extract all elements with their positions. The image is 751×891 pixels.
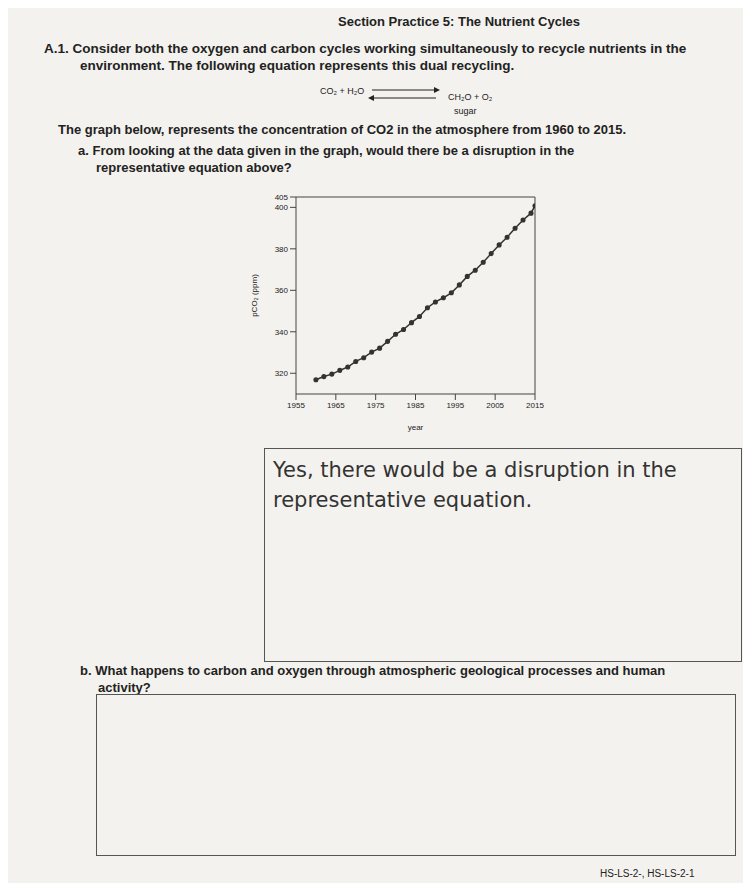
html-text:b. What happens to carbon and: b. What happens to carbon and oxygen thr… bbox=[80, 663, 666, 695]
svg-text:1975: 1975 bbox=[367, 401, 385, 410]
html-text:The graph below, represents th: The graph below, represents the concentr… bbox=[58, 122, 626, 137]
html-text:a. From looking at the data gi: a. From looking at the data given in the… bbox=[78, 143, 575, 175]
svg-text:1995: 1995 bbox=[446, 401, 464, 410]
html-text:CO₂ + H₂O: CO₂ + H₂O bbox=[320, 86, 365, 96]
svg-text:400: 400 bbox=[275, 203, 289, 212]
svg-text:340: 340 bbox=[275, 328, 289, 337]
html-text:CH₂O + O₂: CH₂O + O₂ bbox=[448, 92, 493, 102]
html-text:sugar: sugar bbox=[454, 106, 477, 116]
svg-text:2015: 2015 bbox=[526, 401, 544, 410]
svg-text:pCO₂ (ppm): pCO₂ (ppm) bbox=[250, 274, 259, 317]
svg-text:320: 320 bbox=[275, 369, 289, 378]
svg-text:360: 360 bbox=[275, 286, 289, 295]
html-text:A.1. Consider both the oxygen: A.1. Consider both the oxygen and carbon… bbox=[44, 41, 687, 73]
svg-text:380: 380 bbox=[275, 245, 289, 254]
svg-text:405: 405 bbox=[275, 193, 289, 202]
svg-text:2005: 2005 bbox=[486, 401, 504, 410]
html-text:Yes, there would be a disrupti: Yes, there would be a disruption in the … bbox=[273, 458, 677, 512]
html-text:HS-LS-2-, HS-LS-2-1: HS-LS-2-, HS-LS-2-1 bbox=[600, 868, 695, 879]
svg-text:year: year bbox=[408, 423, 424, 432]
html-text:Section Practice 5: The Nutrie: Section Practice 5: The Nutrient Cycles bbox=[338, 14, 580, 29]
svg-text:1955: 1955 bbox=[287, 401, 305, 410]
svg-text:1965: 1965 bbox=[327, 401, 345, 410]
svg-text:1985: 1985 bbox=[407, 401, 425, 410]
